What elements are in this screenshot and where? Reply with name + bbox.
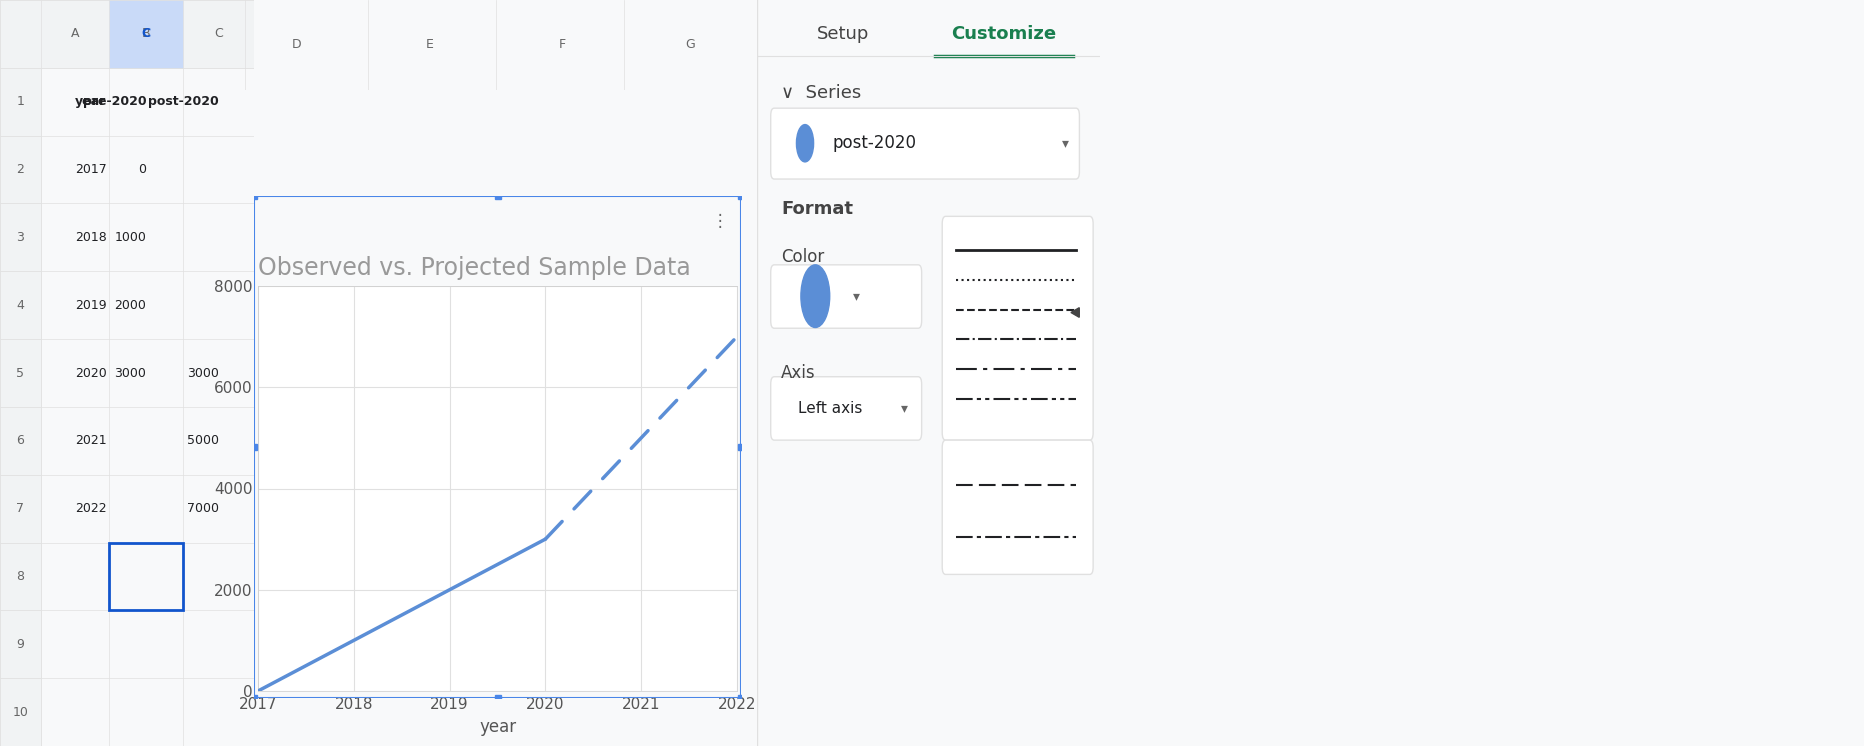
Bar	[0, 68, 41, 136]
Bar	[0, 542, 41, 610]
Text: 1: 1	[17, 95, 24, 108]
Text: 10: 10	[13, 706, 28, 718]
Bar	[0, 339, 41, 407]
Bar	[0, 0, 41, 68]
FancyBboxPatch shape	[770, 108, 1079, 179]
FancyBboxPatch shape	[770, 377, 921, 440]
Text: 4: 4	[17, 298, 24, 312]
Text: 3000: 3000	[186, 366, 218, 380]
Bar	[0, 610, 41, 678]
Circle shape	[802, 265, 829, 327]
Text: C: C	[214, 28, 224, 40]
Text: ∨  Series: ∨ Series	[781, 84, 861, 102]
Text: post-2020: post-2020	[147, 95, 218, 108]
Text: ▾: ▾	[1062, 137, 1070, 150]
Text: D: D	[291, 38, 300, 51]
Text: pre-2020: pre-2020	[82, 95, 145, 108]
Text: Setup: Setup	[816, 25, 869, 43]
Text: ▾: ▾	[854, 289, 859, 303]
Bar	[0, 407, 41, 474]
Text: 5000: 5000	[186, 434, 218, 448]
Text: A: A	[71, 28, 80, 40]
Circle shape	[796, 125, 813, 162]
Text: F: F	[559, 38, 567, 51]
Text: Left axis: Left axis	[798, 401, 863, 416]
Text: 6: 6	[17, 434, 24, 448]
X-axis label: year: year	[479, 718, 516, 736]
Text: 1000: 1000	[114, 231, 145, 244]
Bar	[945, 295, 1090, 325]
Text: ▾: ▾	[900, 401, 908, 415]
Text: C: C	[142, 28, 151, 40]
Text: E: E	[425, 38, 432, 51]
Text: post-2020: post-2020	[833, 134, 917, 152]
Text: 2: 2	[17, 163, 24, 176]
Bar	[0, 0, 254, 68]
FancyBboxPatch shape	[941, 440, 1092, 574]
Text: B: B	[142, 28, 151, 40]
Bar	[0, 272, 41, 339]
Text: 0: 0	[138, 163, 145, 176]
Text: 2020: 2020	[75, 366, 106, 380]
Text: 2021: 2021	[75, 434, 106, 448]
Text: 2000: 2000	[114, 298, 145, 312]
Text: 2017: 2017	[75, 163, 106, 176]
Text: 2019: 2019	[75, 298, 106, 312]
Bar	[0, 136, 41, 204]
FancyBboxPatch shape	[770, 265, 921, 328]
Text: 9: 9	[17, 638, 24, 651]
Text: Format: Format	[781, 200, 854, 218]
Bar	[110, 0, 183, 68]
Text: Color: Color	[781, 248, 824, 266]
Bar	[0, 204, 41, 272]
Text: 7000: 7000	[186, 502, 218, 515]
Text: year: year	[75, 95, 106, 108]
Text: ⋮: ⋮	[712, 212, 729, 230]
Text: G: G	[686, 38, 695, 51]
Text: 2018: 2018	[75, 231, 106, 244]
Text: 7: 7	[17, 502, 24, 515]
Text: Axis: Axis	[781, 364, 816, 382]
Bar	[0, 474, 41, 542]
Text: Customize: Customize	[951, 25, 1057, 43]
Text: 3000: 3000	[114, 366, 145, 380]
Bar	[0, 678, 41, 746]
Text: 8: 8	[17, 570, 24, 583]
Text: 2022: 2022	[75, 502, 106, 515]
Text: Observed vs. Projected Sample Data: Observed vs. Projected Sample Data	[257, 256, 692, 280]
Text: 3: 3	[17, 231, 24, 244]
Text: 5: 5	[17, 366, 24, 380]
Bar	[110, 542, 183, 610]
FancyBboxPatch shape	[941, 216, 1092, 440]
